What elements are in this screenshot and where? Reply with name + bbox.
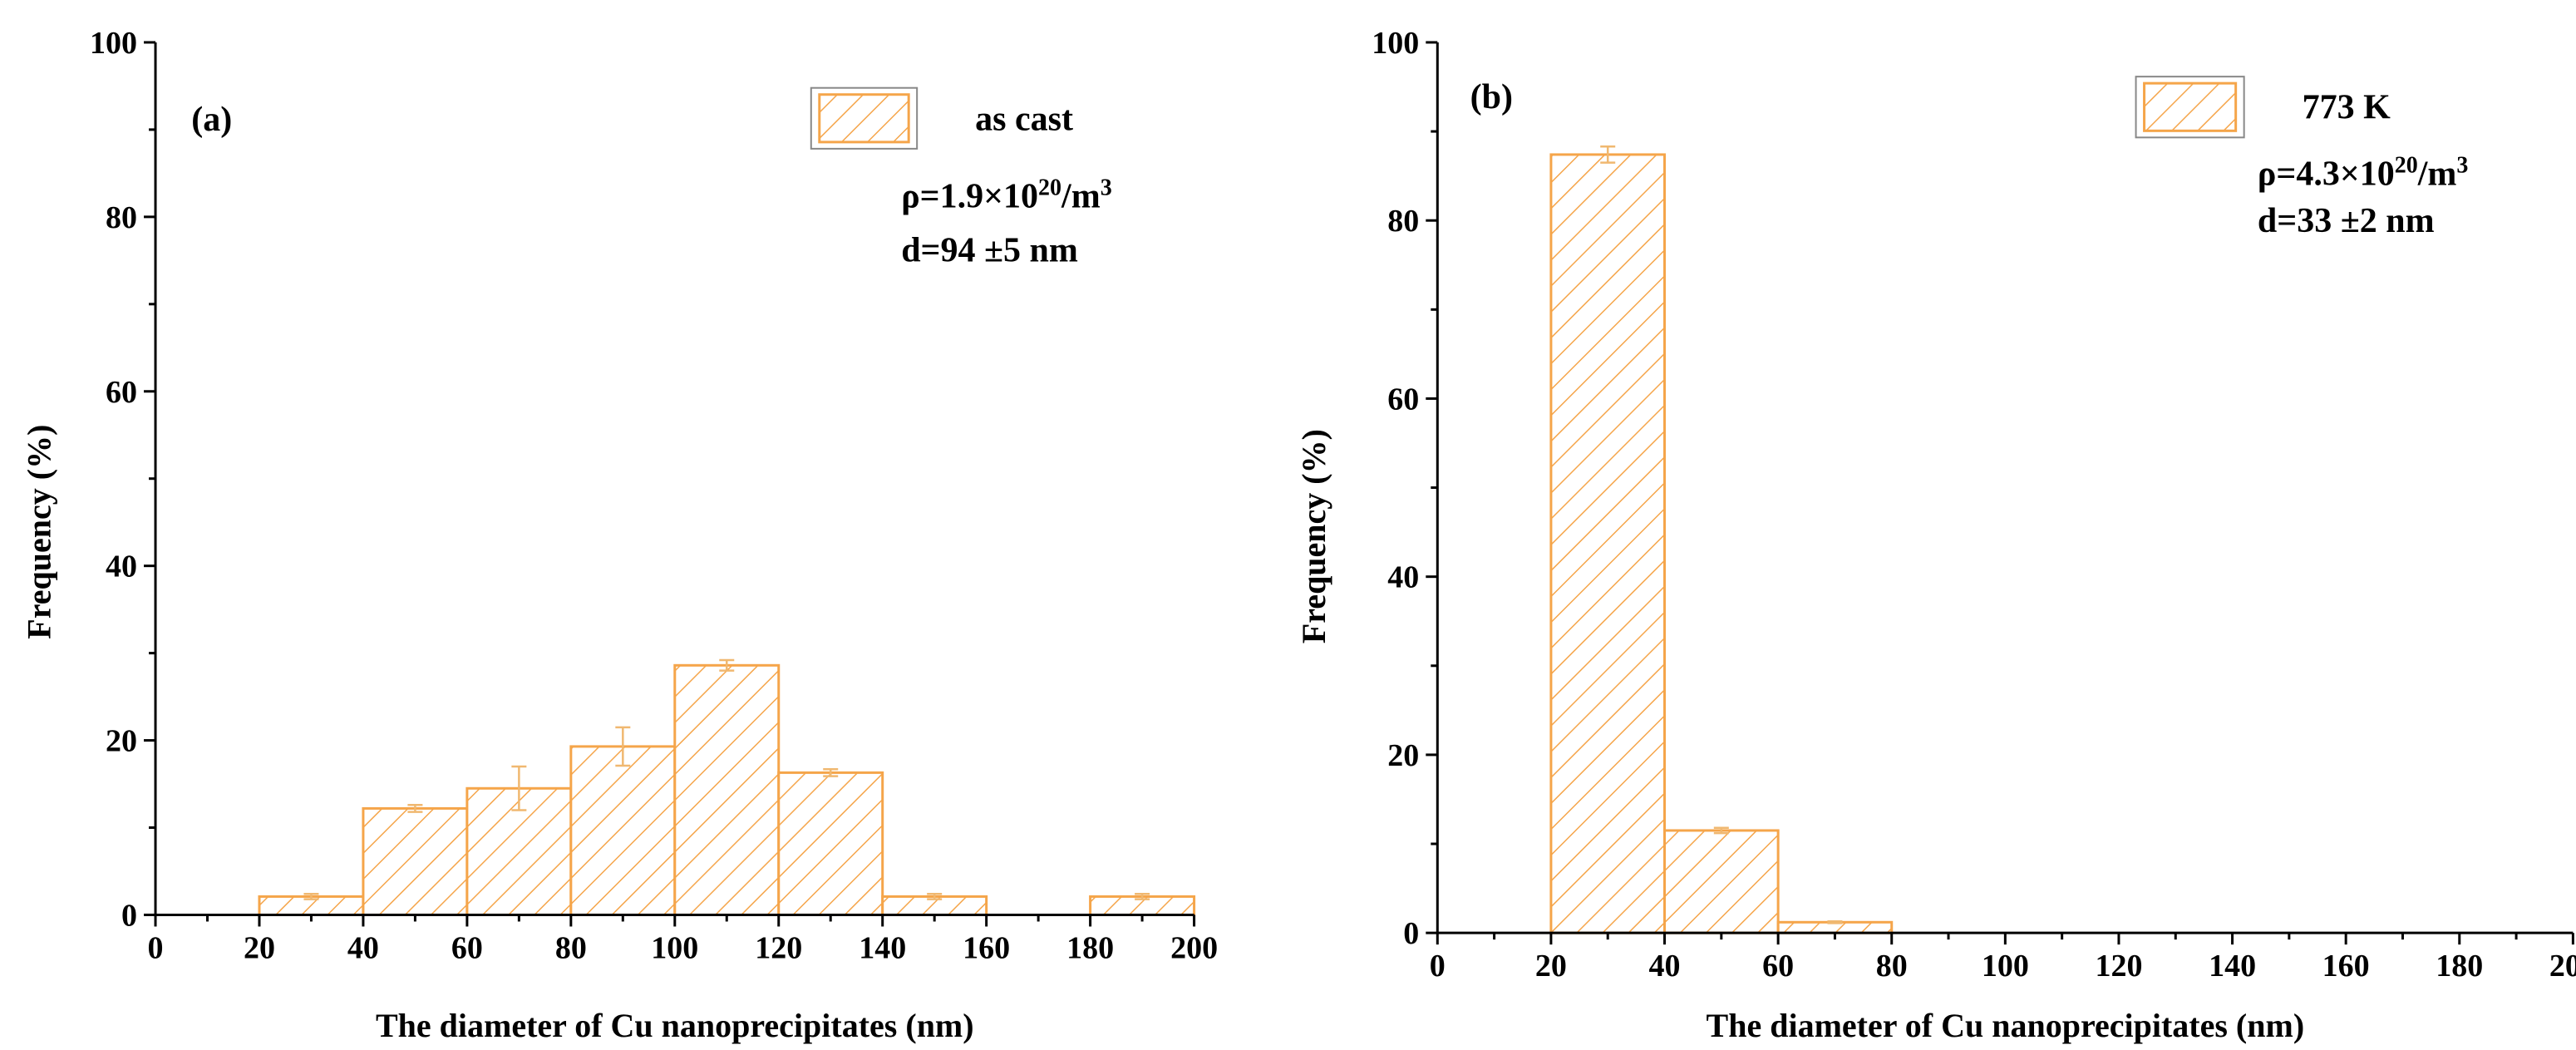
y-tick-label: 40 (1387, 560, 1419, 595)
panel-label: (b) (1470, 78, 1513, 116)
y-tick-label: 40 (106, 550, 137, 584)
x-tick-label: 20 (244, 930, 275, 965)
y-tick-label: 100 (1372, 26, 1419, 61)
x-tick-label: 180 (2436, 949, 2483, 983)
y-tick-label: 20 (106, 724, 137, 759)
y-axis-label: Frequency (%) (21, 425, 58, 639)
density-annotation: ρ=4.3×1020/m3 (2258, 152, 2469, 194)
y-axis-label: Frequency (%) (1295, 429, 1332, 643)
chart-panel-b: 0 20 40 60 80 100 120 140 160 180 200 0 20 40 60 80 100 T… (1295, 26, 2576, 1044)
chart-panel-a: 0 20 40 60 80 100 120 140 160 180 200 0 20 40 60 80 100 T… (21, 26, 1218, 1044)
y-tick-label: 0 (1403, 916, 1419, 951)
x-tick-label: 100 (651, 930, 698, 965)
histogram-bar (569, 745, 677, 916)
histogram-bar (362, 806, 469, 916)
x-tick-label: 200 (1170, 930, 1218, 965)
x-tick-label: 100 (1982, 949, 2029, 983)
legend-swatch (2143, 81, 2238, 132)
density-annotation: ρ=1.9×1020/m3 (901, 175, 1112, 216)
x-tick-label: 80 (555, 930, 587, 965)
x-tick-label: 120 (2095, 949, 2142, 983)
legend-label: as cast (975, 100, 1073, 138)
y-tick-label: 0 (121, 898, 137, 933)
x-tick-label: 120 (755, 930, 802, 965)
x-tick-label: 40 (1649, 949, 1681, 983)
x-tick-label: 140 (2209, 949, 2256, 983)
y-tick-label: 100 (90, 26, 137, 61)
x-tick-label: 40 (347, 930, 379, 965)
x-tick-label: 80 (1876, 949, 1908, 983)
y-tick-label: 60 (1387, 382, 1419, 417)
x-tick-label: 180 (1066, 930, 1114, 965)
y-tick-label: 20 (1387, 738, 1419, 773)
x-tick-label: 160 (2322, 949, 2370, 983)
x-tick-label: 200 (2549, 949, 2576, 983)
x-tick-label: 140 (859, 930, 906, 965)
diameter-annotation: d=33 ±2 nm (2258, 202, 2435, 240)
legend-label: 773 K (2303, 89, 2391, 127)
histogram-bar (777, 771, 884, 916)
histogram-bar (673, 663, 781, 916)
panel-label: (a) (191, 101, 232, 139)
histogram-bar (1663, 829, 1780, 934)
x-tick-label: 0 (1430, 949, 1446, 983)
x-axis-label: The diameter of Cu nanoprecipitates (nm) (376, 1007, 974, 1044)
x-tick-label: 160 (963, 930, 1010, 965)
legend-swatch (818, 93, 910, 144)
x-tick-label: 60 (451, 930, 483, 965)
diameter-annotation: d=94 ±5 nm (901, 231, 1078, 269)
histogram-bar (1549, 153, 1667, 934)
y-tick-label: 60 (106, 375, 137, 410)
x-tick-label: 0 (148, 930, 164, 965)
x-tick-label: 20 (1535, 949, 1567, 983)
y-tick-label: 80 (106, 200, 137, 235)
y-tick-label: 80 (1387, 204, 1419, 239)
x-tick-label: 60 (1762, 949, 1794, 983)
x-axis-label: The diameter of Cu nanoprecipitates (nm) (1707, 1007, 2305, 1044)
